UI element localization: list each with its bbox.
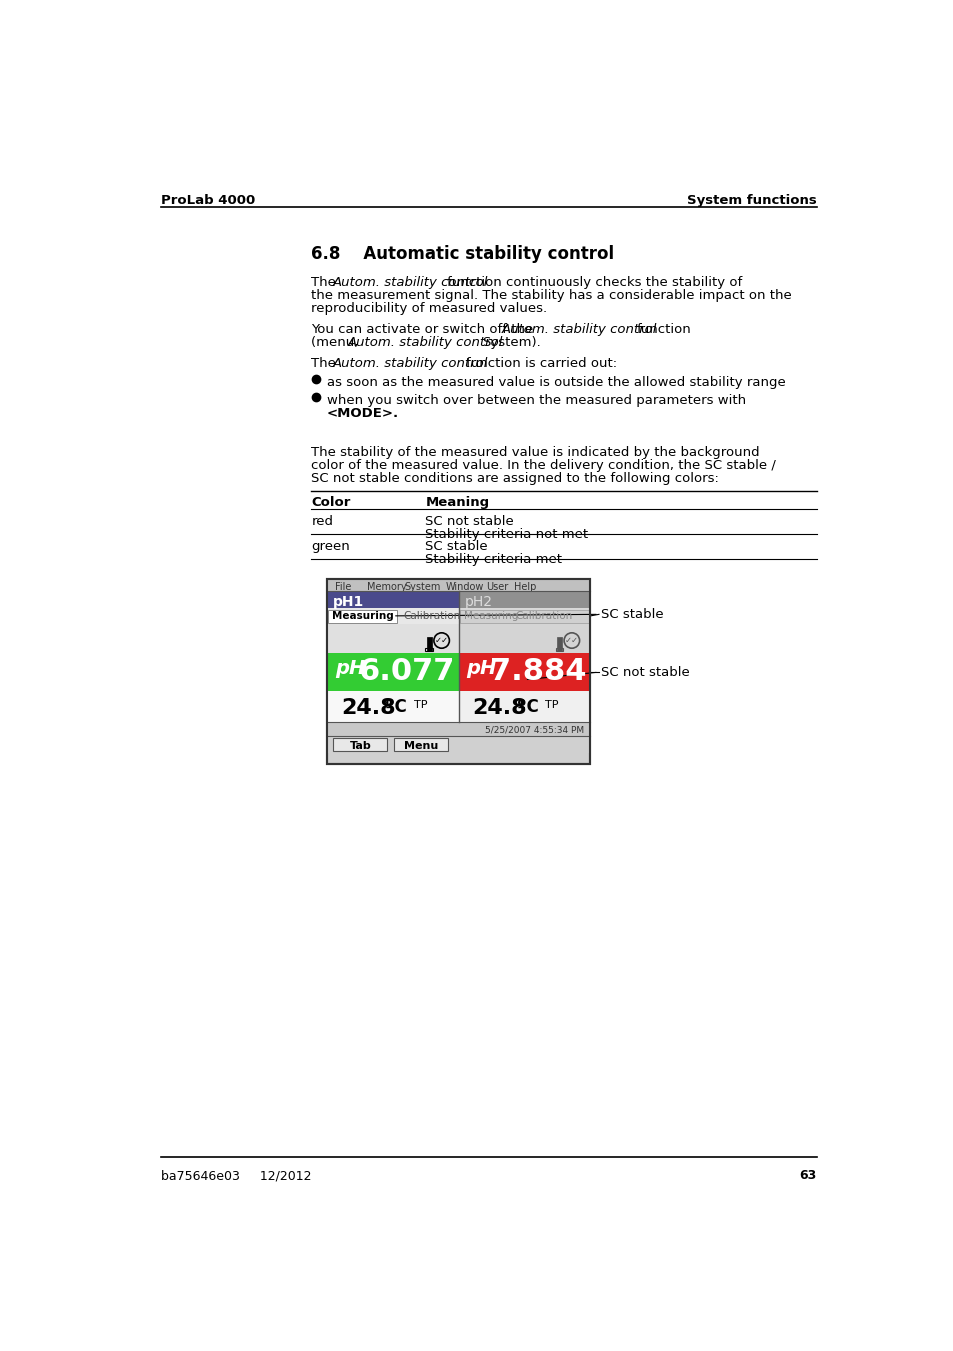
Bar [327,592,458,608]
Text: ba75646e03     12/2012: ba75646e03 12/2012 [161,1169,312,1182]
Text: Stability criteria met: Stability criteria met [425,553,561,566]
Text: pH2: pH2 [464,594,493,609]
Text: File: File [335,582,351,592]
Bar [555,648,562,651]
Text: ºC: ºC [385,698,406,716]
Text: ✓✓: ✓✓ [564,636,578,644]
Text: green: green [311,539,350,553]
Text: Calibration: Calibration [402,611,459,621]
Text: System functions: System functions [686,195,816,208]
Text: reproducibility of measured values.: reproducibility of measured values. [311,303,547,315]
Text: The: The [311,357,340,370]
Bar [458,624,590,653]
Bar [557,638,561,651]
Text: 24.8: 24.8 [472,697,527,717]
Bar [327,736,590,753]
Text: Help: Help [514,582,537,592]
Text: <MODE>.: <MODE>. [327,407,398,420]
Text: 5/25/2007 4:55:34 PM: 5/25/2007 4:55:34 PM [485,725,583,734]
Bar [333,738,387,751]
Text: (menu,: (menu, [311,336,363,350]
Text: Autom. stability control: Autom. stability control [332,276,487,289]
Text: pH: pH [466,659,497,678]
Text: ProLab 4000: ProLab 4000 [161,195,255,208]
Bar [327,580,590,592]
Bar [327,723,590,736]
Text: ✓✓: ✓✓ [435,636,448,644]
Text: User: User [485,582,508,592]
Bar [458,608,590,624]
Text: function: function [636,323,690,336]
Text: Color: Color [311,496,351,509]
Text: The: The [311,276,340,289]
Text: color of the measured value. In the delivery condition, the SC stable /: color of the measured value. In the deli… [311,459,776,473]
Text: Meaning: Meaning [425,496,489,509]
Text: The stability of the measured value is indicated by the background: The stability of the measured value is i… [311,446,760,459]
Text: Stability criteria not met: Stability criteria not met [425,528,588,540]
Bar [394,738,447,751]
Text: Calibration: Calibration [515,611,572,621]
Text: 6.8    Automatic stability control: 6.8 Automatic stability control [311,246,614,263]
Text: 63: 63 [799,1169,816,1182]
Text: SC not stable conditions are assigned to the following colors:: SC not stable conditions are assigned to… [311,473,719,485]
Text: SC stable: SC stable [425,539,488,553]
Text: SC not stable: SC not stable [599,666,689,678]
Text: function is carried out:: function is carried out: [466,357,617,370]
Bar [327,608,458,624]
Text: red: red [311,515,334,528]
Bar [327,580,590,763]
Text: You can activate or switch off the: You can activate or switch off the [311,323,537,336]
Text: ºC: ºC [517,698,538,716]
Bar [328,609,396,623]
Text: Tab: Tab [349,742,371,751]
Bar [458,653,590,692]
Text: TP: TP [545,700,558,709]
Text: Autom. stability control: Autom. stability control [348,336,503,350]
Bar [425,648,433,651]
Text: 6.077: 6.077 [357,657,454,686]
Text: SC not stable: SC not stable [425,515,514,528]
Bar [427,638,431,651]
Bar [327,624,458,653]
Text: Measuring: Measuring [332,611,394,621]
Text: 7.884: 7.884 [489,657,585,686]
Text: Memory: Memory [367,582,406,592]
Text: System).: System). [481,336,540,350]
Text: SC stable: SC stable [599,608,662,621]
Text: the measurement signal. The stability has a considerable impact on the: the measurement signal. The stability ha… [311,289,791,303]
Text: when you switch over between the measured parameters with: when you switch over between the measure… [327,394,745,407]
Text: Menu: Menu [403,742,437,751]
Text: pH1: pH1 [333,594,364,609]
Text: function continuously checks the stability of: function continuously checks the stabili… [447,276,741,289]
Bar [459,609,588,623]
Text: System: System [404,582,440,592]
Bar [458,592,590,608]
Text: Autom. stability control: Autom. stability control [332,357,487,370]
Text: as soon as the measured value is outside the allowed stability range: as soon as the measured value is outside… [327,376,785,389]
Text: Window: Window [445,582,483,592]
Bar [327,692,458,723]
Text: TP: TP [414,700,427,709]
Text: 24.8: 24.8 [340,697,395,717]
Bar [327,580,590,763]
Text: Measuring: Measuring [464,611,518,621]
Text: Autom. stability control: Autom. stability control [500,323,656,336]
Text: pH: pH [335,659,365,678]
Bar [327,653,458,692]
Bar [458,692,590,723]
